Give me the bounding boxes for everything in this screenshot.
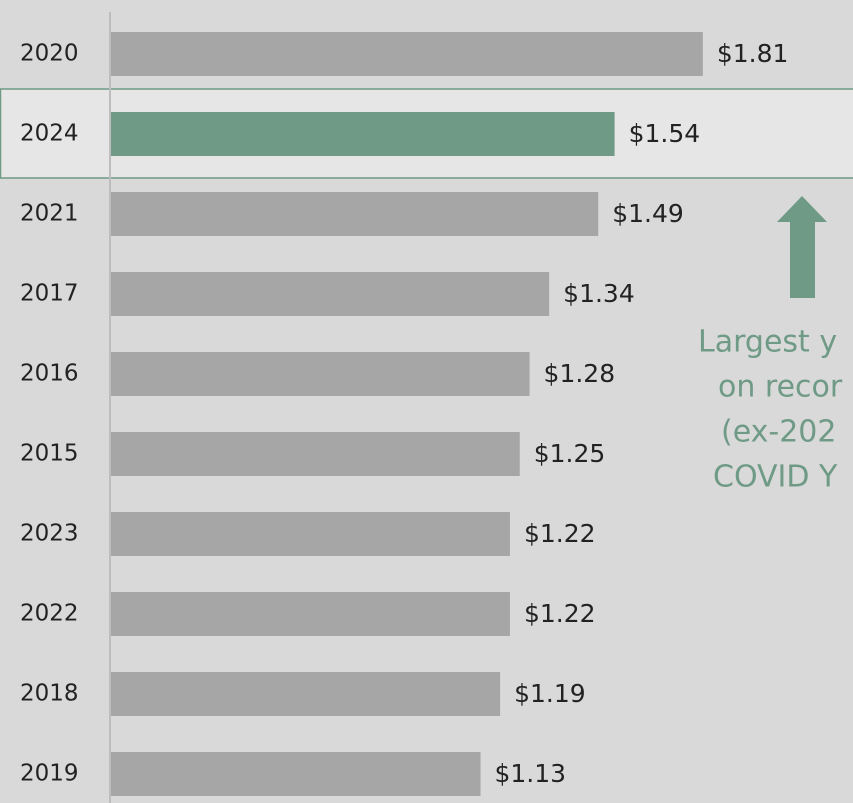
value-label: $1.49 [612,199,684,228]
value-label: $1.28 [544,359,616,388]
annotation: (ex-202 [721,415,836,450]
bar [111,672,501,716]
value-label: $1.22 [524,599,596,628]
bar [111,272,550,316]
category-label: 2022 [20,601,79,627]
annotation: Largest y [698,325,837,360]
bar [111,352,530,396]
annotation: COVID Y [713,460,838,495]
category-label: 2020 [20,41,79,67]
bar [111,592,510,636]
category-label: 2021 [20,201,79,227]
arrow [777,196,827,298]
bar [111,432,520,476]
bar [111,752,481,796]
annotation: on recor [718,370,843,405]
bar [111,512,510,556]
value-label: $1.19 [514,679,586,708]
bar [111,32,703,76]
value-label: $1.34 [563,279,635,308]
category-label: 2017 [20,281,79,307]
bar [111,112,615,156]
category-label: 2023 [20,521,79,547]
category-label: 2018 [20,681,79,707]
value-label: $1.13 [495,759,567,788]
category-label: 2015 [20,441,79,467]
value-label: $1.22 [524,519,596,548]
value-label: $1.81 [717,39,789,68]
value-label: $1.54 [629,119,701,148]
category-label: 2016 [20,361,79,387]
category-label: 2024 [20,121,79,147]
value-label: $1.25 [534,439,606,468]
category-label: 2019 [20,761,79,787]
bar [111,192,599,236]
